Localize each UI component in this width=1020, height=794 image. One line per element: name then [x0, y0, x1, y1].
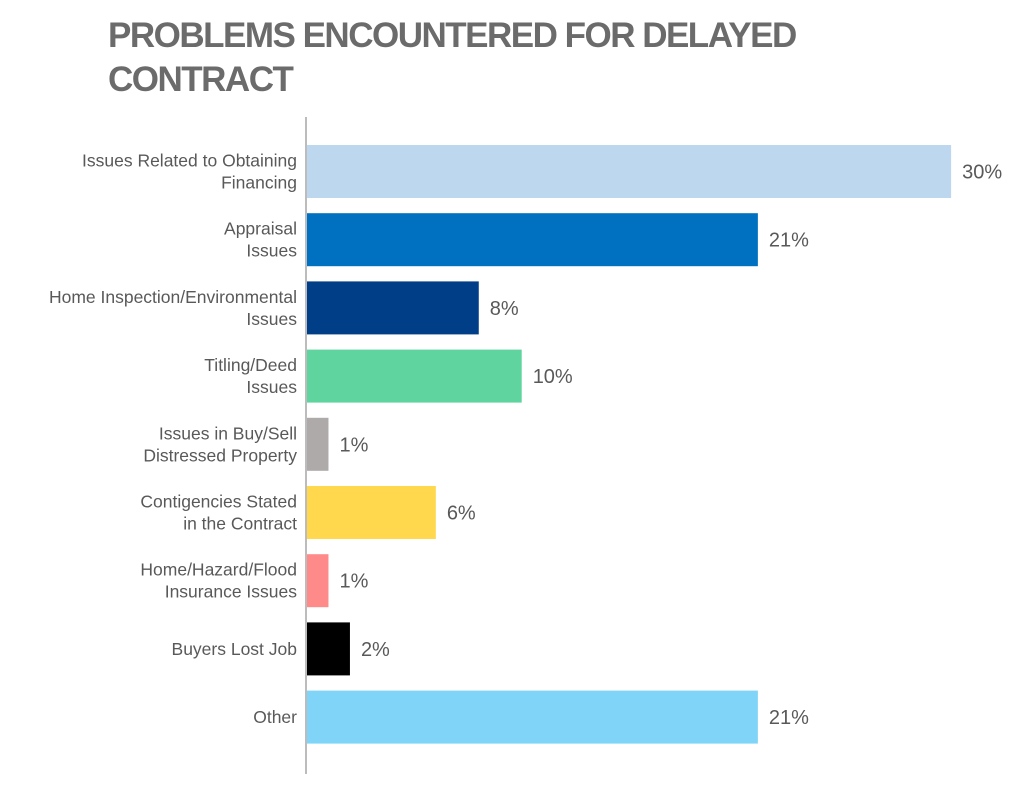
chart-title: PROBLEMS ENCOUNTERED FOR DELAYED CONTRAC… [108, 16, 797, 99]
value-label-4: 10% [533, 366, 573, 388]
value-labels-group: 30% 21% 8% 10% 1% 6% 1% 2% 21% [339, 162, 1002, 730]
bar-3 [307, 281, 479, 335]
category-label-4-line-1: Titling/Deed [204, 355, 297, 375]
category-label-6-line-2: in the Contract [183, 514, 297, 534]
bar-2 [307, 213, 758, 267]
category-label-7-line-2: Insurance Issues [165, 582, 298, 602]
value-label-1: 30% [962, 162, 1002, 184]
value-label-5: 1% [339, 434, 368, 456]
category-label-3-line-2: Issues [246, 309, 297, 329]
bar-5 [307, 417, 329, 471]
category-label-4-line-2: Issues [246, 377, 297, 397]
category-label-7-line-1: Home/Hazard/Flood [140, 560, 297, 580]
category-label-5-line-2: Distressed Property [143, 445, 297, 465]
bars-group [307, 145, 952, 744]
bar-6 [307, 486, 436, 539]
bar-9 [307, 690, 758, 744]
category-label-8-line-1: Buyers Lost Job [172, 639, 297, 659]
value-label-8: 2% [361, 639, 390, 661]
value-label-3: 8% [490, 298, 519, 320]
category-label-6-line-1: Contigencies Stated [140, 492, 297, 512]
category-label-1-line-1: Issues Related to Obtaining [82, 151, 297, 171]
value-label-2: 21% [769, 230, 809, 252]
category-label-9-line-1: Other [253, 707, 297, 727]
bar-4 [307, 349, 522, 403]
bar-8 [307, 622, 350, 676]
category-label-5-line-1: Issues in Buy/Sell [159, 423, 297, 443]
value-label-7: 1% [339, 571, 368, 593]
bar-7 [307, 554, 329, 608]
category-label-2-line-1: Appraisal [224, 219, 297, 239]
value-label-9: 21% [769, 707, 809, 729]
category-label-1-line-2: Financing [221, 173, 297, 193]
bar-1 [307, 145, 952, 198]
category-label-2-line-2: Issues [246, 241, 297, 261]
category-label-3-line-1: Home Inspection/Environmental [49, 287, 297, 307]
value-label-6: 6% [447, 503, 476, 525]
